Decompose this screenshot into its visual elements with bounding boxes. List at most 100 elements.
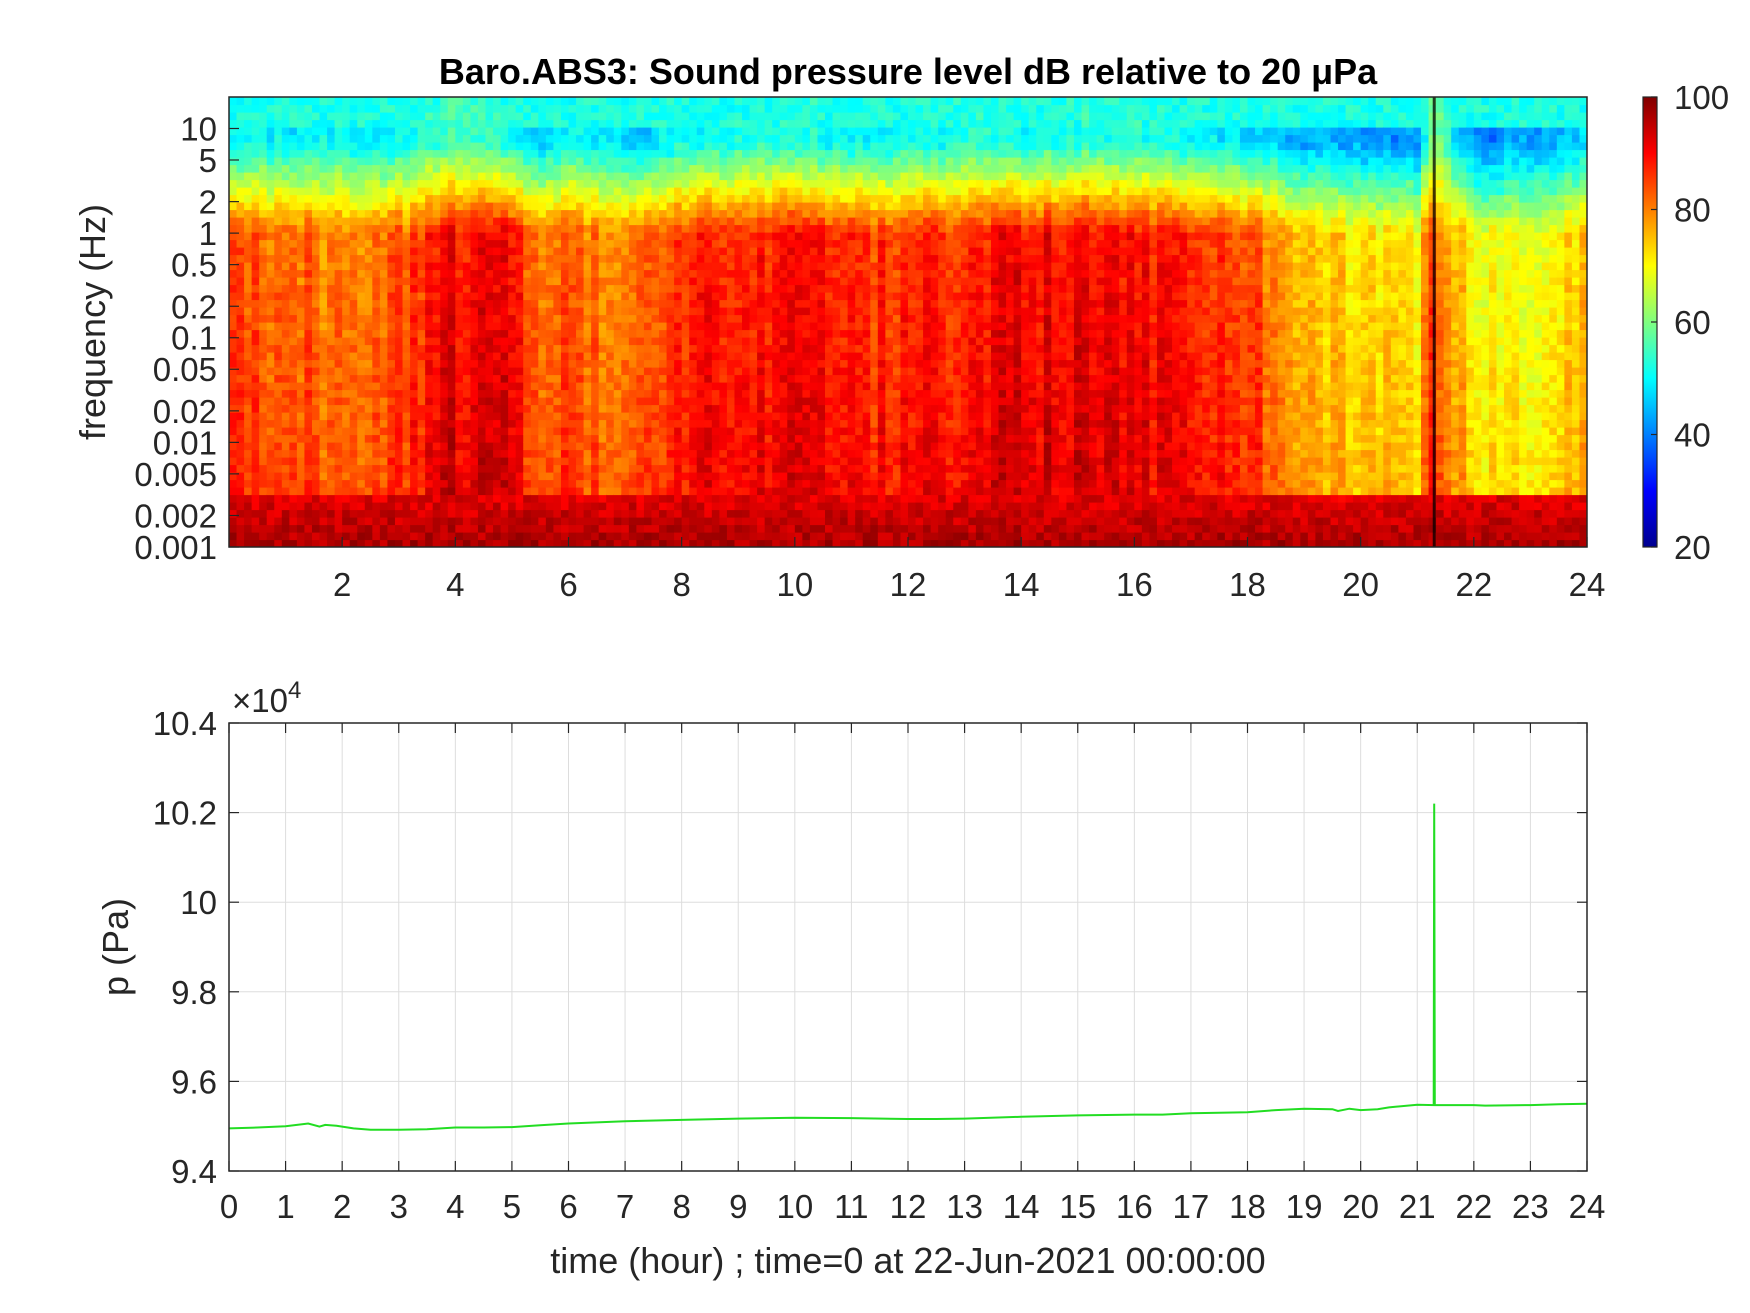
heatmap-cell [651,307,660,316]
heatmap-cell [711,112,720,121]
heatmap-cell [425,292,434,301]
heatmap-cell [357,127,366,136]
heatmap-cell [447,142,456,151]
heatmap-cell [779,487,788,496]
heatmap-cell [410,442,419,451]
heatmap-cell [530,427,539,436]
heatmap-cell [576,262,585,271]
heatmap-cell [410,284,419,293]
heatmap-cell [772,194,781,203]
heatmap-cell [674,457,683,466]
heatmap-cell [493,104,502,113]
heatmap-cell [485,224,494,233]
heatmap-cell [266,389,275,398]
heatmap-cell [394,247,404,256]
heatmap-cell [628,359,637,368]
heatmap-cell [251,299,260,308]
heatmap-cell [244,119,253,128]
heatmap-cell [757,329,766,338]
heatmap-cell [628,457,637,466]
heatmap-cell [689,97,698,106]
heatmap-cell [477,269,487,278]
heatmap-cell [613,247,622,256]
heatmap-cell [425,284,434,293]
heatmap-cell [545,509,555,518]
heatmap-cell [553,239,562,248]
heatmap-cell [296,389,306,398]
heatmap-cell [726,164,736,173]
heatmap-cell [508,532,517,541]
heatmap-cell [259,187,268,196]
heatmap-cell [394,194,404,203]
heatmap-cell [643,232,653,241]
heatmap-cell [576,404,585,413]
heatmap-cell [440,277,449,286]
heatmap-cell [372,419,381,428]
heatmap-cell [711,487,720,496]
heatmap-cell [621,97,630,106]
heatmap-cell [251,247,260,256]
heatmap-cell [266,232,275,241]
heatmap-cell [523,314,532,323]
heatmap-cell [455,224,464,233]
heatmap-cell [553,524,562,533]
heatmap-cell [817,404,826,413]
heatmap-cell [742,104,751,113]
heatmap-cell [342,434,351,443]
heatmap-cell [538,202,547,211]
heatmap-cell [372,389,381,398]
heatmap-cell [410,307,419,316]
heatmap-cell [311,404,321,413]
heatmap-cell [636,194,645,203]
heatmap-cell [628,374,637,383]
heatmap-cell [440,524,449,533]
heatmap-cell [394,307,404,316]
heatmap-cell [266,322,275,331]
heatmap-cell [379,479,389,488]
heatmap-cell [311,112,321,121]
heatmap-cell [364,524,373,533]
heatmap-cell [711,329,720,338]
heatmap-cell [802,209,811,218]
heatmap-cell [274,194,283,203]
heatmap-cell [847,299,856,308]
heatmap-cell [772,187,781,196]
heatmap-cell [372,134,381,143]
heatmap-cell [606,134,615,143]
heatmap-cell [583,209,592,218]
heatmap-cell [742,157,751,166]
heatmap-cell [764,427,773,436]
heatmap-cell [327,97,336,106]
heatmap-cell [591,367,600,376]
heatmap-cell [432,187,441,196]
heatmap-cell [711,149,720,158]
heatmap-cell [523,517,532,526]
heatmap-cell [477,427,487,436]
heatmap-cell [477,532,487,541]
heatmap-cell [394,524,404,533]
heatmap-cell [349,232,358,241]
heatmap-cell [274,119,283,128]
heatmap-cell [726,539,736,547]
heatmap-cell [598,104,607,113]
heatmap-cell [742,532,751,541]
heatmap-cell [470,494,479,503]
heatmap-cell [477,419,487,428]
heatmap-cell [493,134,502,143]
heatmap-cell [696,299,705,308]
heatmap-cell [711,449,720,458]
heatmap-cell [764,464,773,473]
heatmap-cell [402,359,411,368]
heatmap-cell [485,412,494,421]
heatmap-cell [719,419,728,428]
heatmap-cell [349,449,358,458]
heatmap-cell [296,262,306,271]
heatmap-cell [802,277,811,286]
heatmap-cell [425,299,434,308]
heatmap-cell [636,172,645,181]
heatmap-cell [832,472,841,481]
heatmap-cell [334,397,343,406]
heatmap-cell [274,322,283,331]
heatmap-cell [274,187,283,196]
heatmap-cell [417,487,426,496]
